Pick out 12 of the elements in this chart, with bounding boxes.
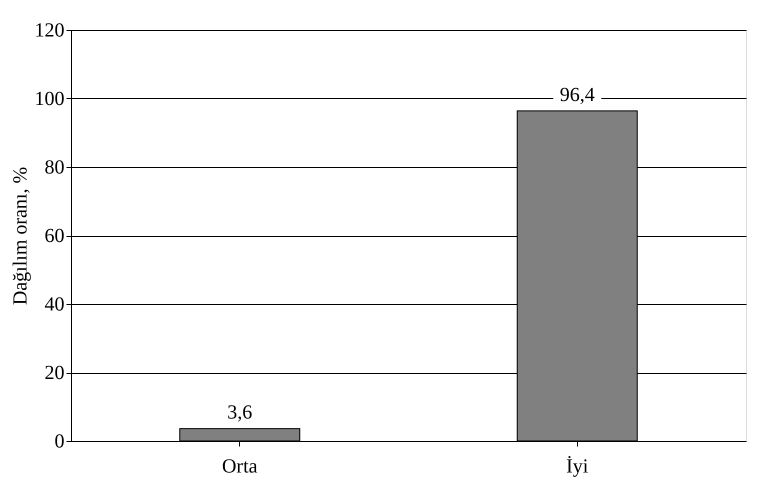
- y-tick-label: 20: [44, 362, 64, 384]
- y-axis-title: Dağılım oranı, %: [10, 166, 32, 306]
- y-tick-label: 80: [44, 156, 64, 178]
- y-tick-label: 100: [34, 88, 64, 110]
- y-tick-label: 60: [44, 225, 64, 247]
- x-tick-label: İyi: [566, 456, 589, 478]
- x-tick-label: Orta: [222, 456, 258, 478]
- y-tick-label: 120: [34, 20, 64, 42]
- y-tick-label: 40: [44, 294, 64, 316]
- data-label: 96,4: [560, 84, 595, 106]
- data-label: 3,6: [227, 402, 252, 424]
- y-tick-label: 0: [54, 430, 64, 452]
